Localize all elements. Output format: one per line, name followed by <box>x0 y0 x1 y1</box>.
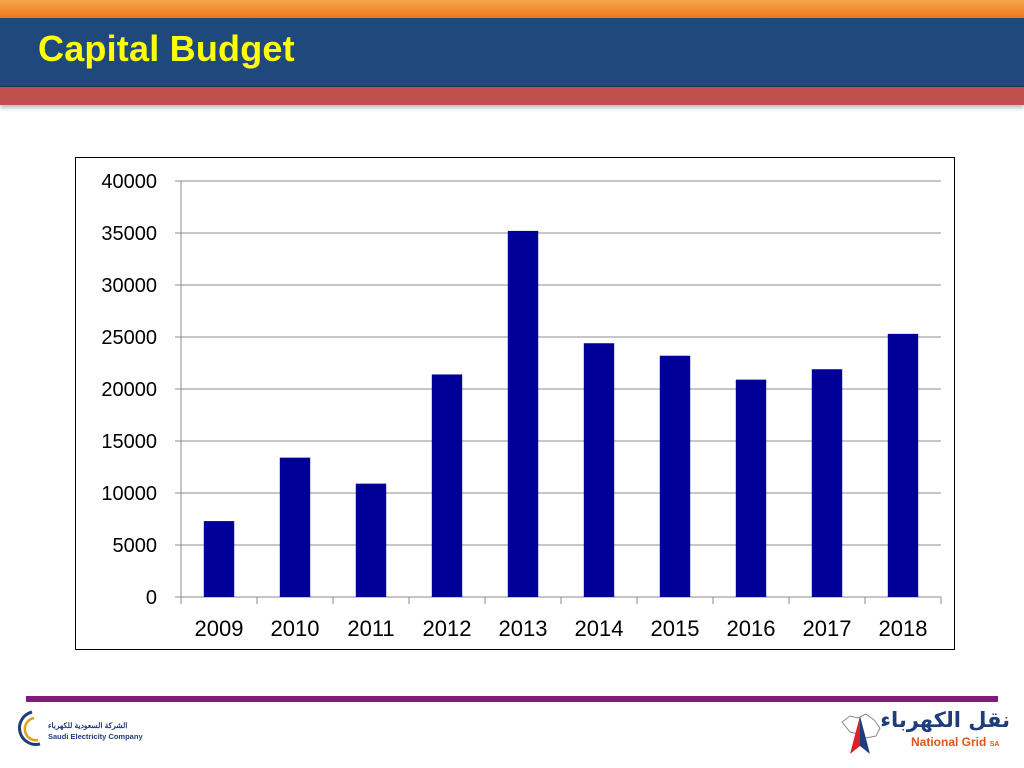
y-tick-label: 30000 <box>101 275 157 297</box>
x-tick-label: 2018 <box>879 616 928 641</box>
saudi-electricity-arabic-name: الشركة السعودية للكهرباء <box>48 721 128 730</box>
bar-2018 <box>887 333 919 597</box>
x-tick-label: 2015 <box>651 616 700 641</box>
x-tick-label: 2010 <box>271 616 320 641</box>
bar-2009 <box>203 521 235 597</box>
national-grid-suffix: SA <box>989 741 1000 748</box>
national-grid-emblem-icon <box>841 713 881 754</box>
y-tick-label: 40000 <box>101 171 157 193</box>
bar-2016 <box>735 379 767 597</box>
footer-divider <box>26 696 998 702</box>
bar-chart: 0 5000 10000 15000 20000 25000 30000 35000 40000… <box>75 157 955 650</box>
bar-2010 <box>279 457 311 597</box>
y-tick-label: 15000 <box>101 431 157 453</box>
x-tick-label: 2011 <box>347 616 394 641</box>
bar-2014 <box>583 343 615 597</box>
saudi-electricity-logo: الشركة السعودية للكهرباء Saudi Electrici… <box>10 704 150 760</box>
x-tick-label: 2017 <box>803 616 852 641</box>
bar-2012 <box>431 374 463 597</box>
title-band: Capital Budget <box>0 18 1024 87</box>
red-accent-band <box>0 87 1024 105</box>
slide-title: Capital Budget <box>38 28 295 69</box>
y-tick-label: 35000 <box>101 223 157 245</box>
saudi-electricity-english-name: Saudi Electricity Company <box>48 732 143 741</box>
national-grid-logo: نقل الكهرباء National Grid SA <box>836 708 1016 760</box>
x-tick-label: 2016 <box>727 616 776 641</box>
x-tick-label: 2014 <box>575 616 624 641</box>
bar-2011 <box>355 483 387 597</box>
bar-2017 <box>811 369 843 597</box>
y-tick-label: 20000 <box>101 379 157 401</box>
x-tick-label: 2009 <box>195 616 244 641</box>
bar-2015 <box>659 355 691 597</box>
orange-header-band <box>0 0 1024 18</box>
x-tick-label: 2012 <box>423 616 472 641</box>
y-tick-label: 25000 <box>101 327 157 349</box>
y-tick-label: 0 <box>146 587 157 609</box>
chart-canvas: 0 5000 10000 15000 20000 25000 30000 35000 40000… <box>101 171 942 641</box>
y-tick-label: 5000 <box>113 535 158 557</box>
x-tick-label: 2013 <box>499 616 548 641</box>
saudi-electricity-emblem-icon <box>18 710 41 746</box>
bar-2013 <box>507 230 539 598</box>
y-tick-label: 10000 <box>101 483 157 505</box>
national-grid-english-name: National Grid SA <box>911 735 999 749</box>
national-grid-arabic-name: نقل الكهرباء <box>880 708 1010 732</box>
national-grid-name-text: National Grid <box>911 735 987 749</box>
